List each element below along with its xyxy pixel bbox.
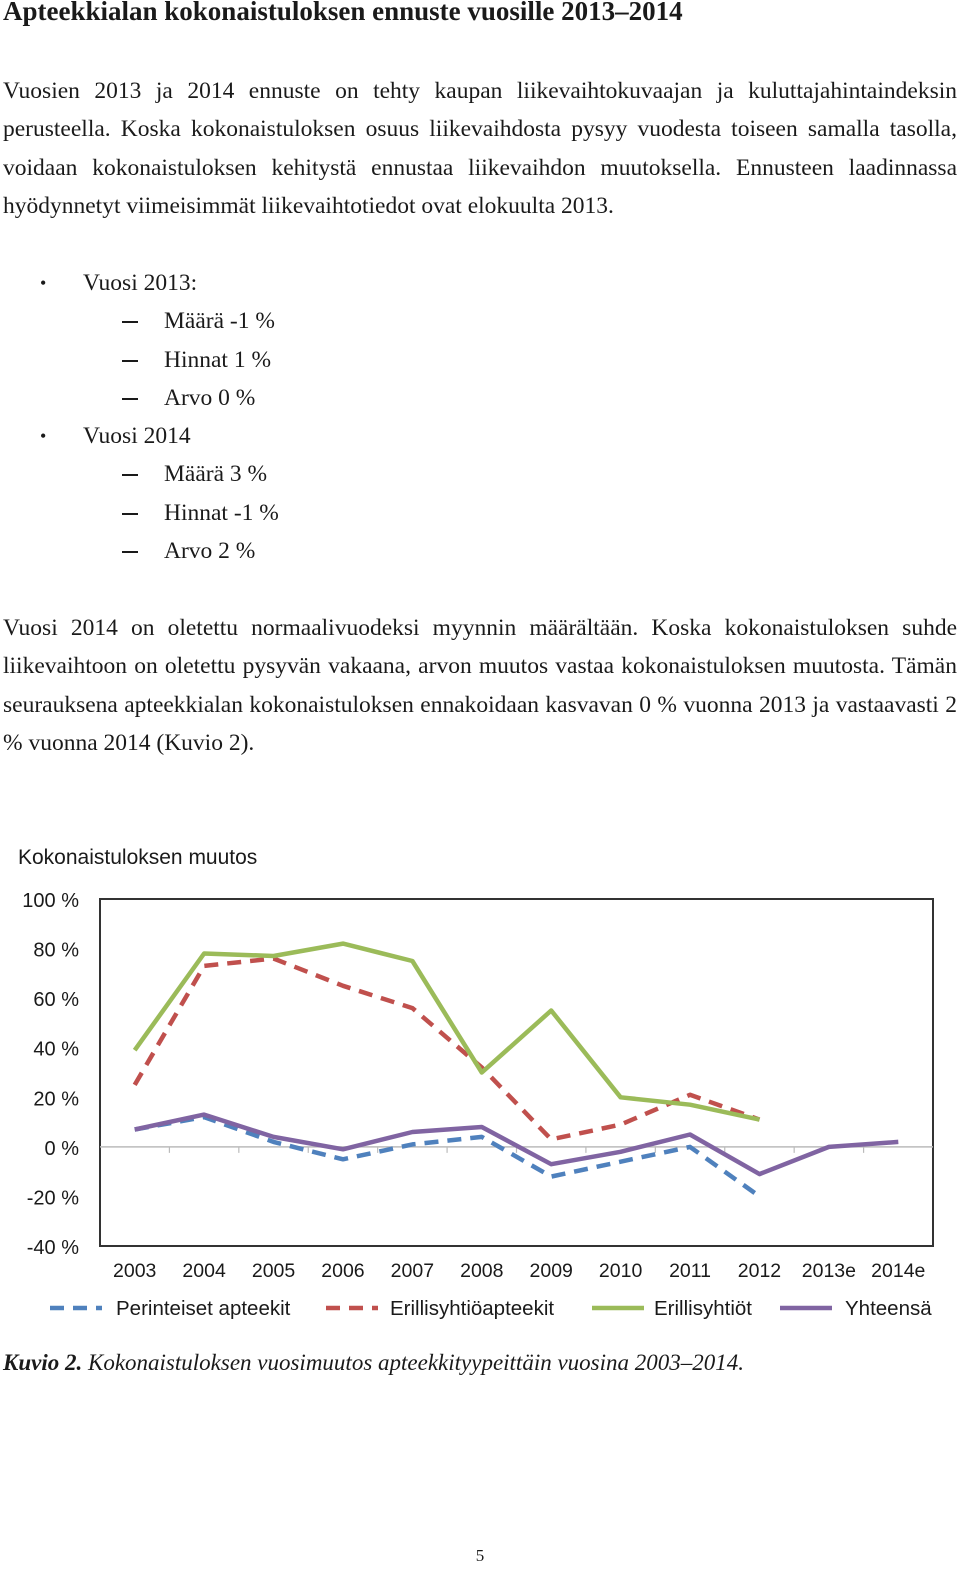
series-line-yhteensa xyxy=(134,1112,899,1177)
dash-icon xyxy=(122,512,138,515)
dash-icon xyxy=(122,397,138,400)
forecast-2014: • Vuosi 2014 xyxy=(0,417,600,455)
forecast-2013-label: Vuosi 2013: xyxy=(83,270,198,296)
bullet-icon: • xyxy=(40,273,47,293)
x-tick-label: 2009 xyxy=(530,1260,573,1282)
legend-label: Erillisyhtiöapteekit xyxy=(390,1297,554,1320)
x-tick-label: 2006 xyxy=(321,1260,364,1282)
forecast-2013-item: Arvo 0 % xyxy=(0,379,600,417)
series-line-erillisyhtiot xyxy=(132,941,760,1122)
x-tick-label: 2007 xyxy=(391,1260,434,1282)
dash-icon xyxy=(122,321,138,324)
x-tick-label: 2005 xyxy=(252,1260,296,1282)
forecast-2014-item: Hinnat -1 % xyxy=(0,494,600,532)
figure-caption: Kuvio 2. Kokonaistuloksen vuosimuutos ap… xyxy=(3,1350,744,1376)
forecast-2013-item: Määrä -1 % xyxy=(0,302,600,340)
page-number: 5 xyxy=(475,1546,485,1565)
y-tick-label: 40 % xyxy=(33,1039,79,1061)
forecast-2013-item: Hinnat 1 % xyxy=(0,341,600,379)
x-tick-label: 2008 xyxy=(460,1260,503,1282)
forecast-2014-item: Arvo 2 % xyxy=(0,532,600,570)
forecast-item-label: Hinnat 1 % xyxy=(164,346,272,373)
forecast-2014-item: Määrä 3 % xyxy=(0,455,600,493)
forecast-list: • Vuosi 2013: Määrä -1 % Hinnat 1 % Arvo… xyxy=(0,264,600,570)
x-tick-label: 2012 xyxy=(738,1260,781,1282)
y-tick-label: 20 % xyxy=(33,1088,79,1110)
chart-title: Kokonaistuloksen muutos xyxy=(18,846,258,869)
plot-area xyxy=(99,898,934,1247)
y-tick-label: -20 % xyxy=(27,1187,79,1209)
y-tick-label: 60 % xyxy=(33,989,79,1011)
forecast-item-label: Hinnat -1 % xyxy=(164,499,279,526)
line-chart: 100 % 80 % 60 % 40 % 20 % 0 % -20 % -40 % 2003 20… xyxy=(22,890,934,1320)
page-heading: Apteekkialan kokonaistuloksen ennuste vu… xyxy=(3,0,683,26)
forecast-2013: • Vuosi 2013: xyxy=(0,264,600,302)
x-tick-label: 2011 xyxy=(669,1260,711,1282)
y-tick-label: 100 % xyxy=(22,890,79,912)
forecast-item-label: Määrä 3 % xyxy=(164,461,268,488)
x-tick-label: 2003 xyxy=(113,1260,156,1282)
dash-icon xyxy=(122,551,138,554)
bullet-icon: • xyxy=(40,426,47,447)
y-tick-label: 0 % xyxy=(45,1138,80,1160)
y-tick-label: 80 % xyxy=(33,940,79,962)
x-tick-label: 2004 xyxy=(182,1260,226,1282)
forecast-item-label: Arvo 2 % xyxy=(164,538,256,565)
dash-icon xyxy=(122,474,138,477)
x-tick-label: 2010 xyxy=(599,1260,643,1282)
caption-text: Kokonaistuloksen vuosimuutos apteekkityy… xyxy=(87,1350,745,1375)
forecast-2014-label: Vuosi 2014 xyxy=(83,423,191,450)
legend-label: Erillisyhtiöt xyxy=(654,1297,752,1320)
y-tick-label: -40 % xyxy=(27,1237,79,1259)
legend-label: Yhteensä xyxy=(845,1297,932,1320)
intro-paragraph: Vuosien 2013 ja 2014 ennuste on tehty ka… xyxy=(3,78,957,220)
forecast-item-label: Määrä -1 % xyxy=(164,308,275,335)
forecast-item-label: Arvo 0 % xyxy=(164,384,256,411)
x-tick-label: 2014e xyxy=(871,1260,925,1282)
conclusion-paragraph: Vuosi 2014 on oletettu normaalivuodeksi … xyxy=(3,615,957,757)
caption-label: Kuvio 2. xyxy=(3,1350,83,1375)
legend-label: Perinteiset apteekit xyxy=(116,1297,291,1320)
x-tick-label: 2013e xyxy=(802,1260,856,1282)
dash-icon xyxy=(122,359,138,362)
series-line-erillisyhtioapteekit xyxy=(132,956,761,1142)
